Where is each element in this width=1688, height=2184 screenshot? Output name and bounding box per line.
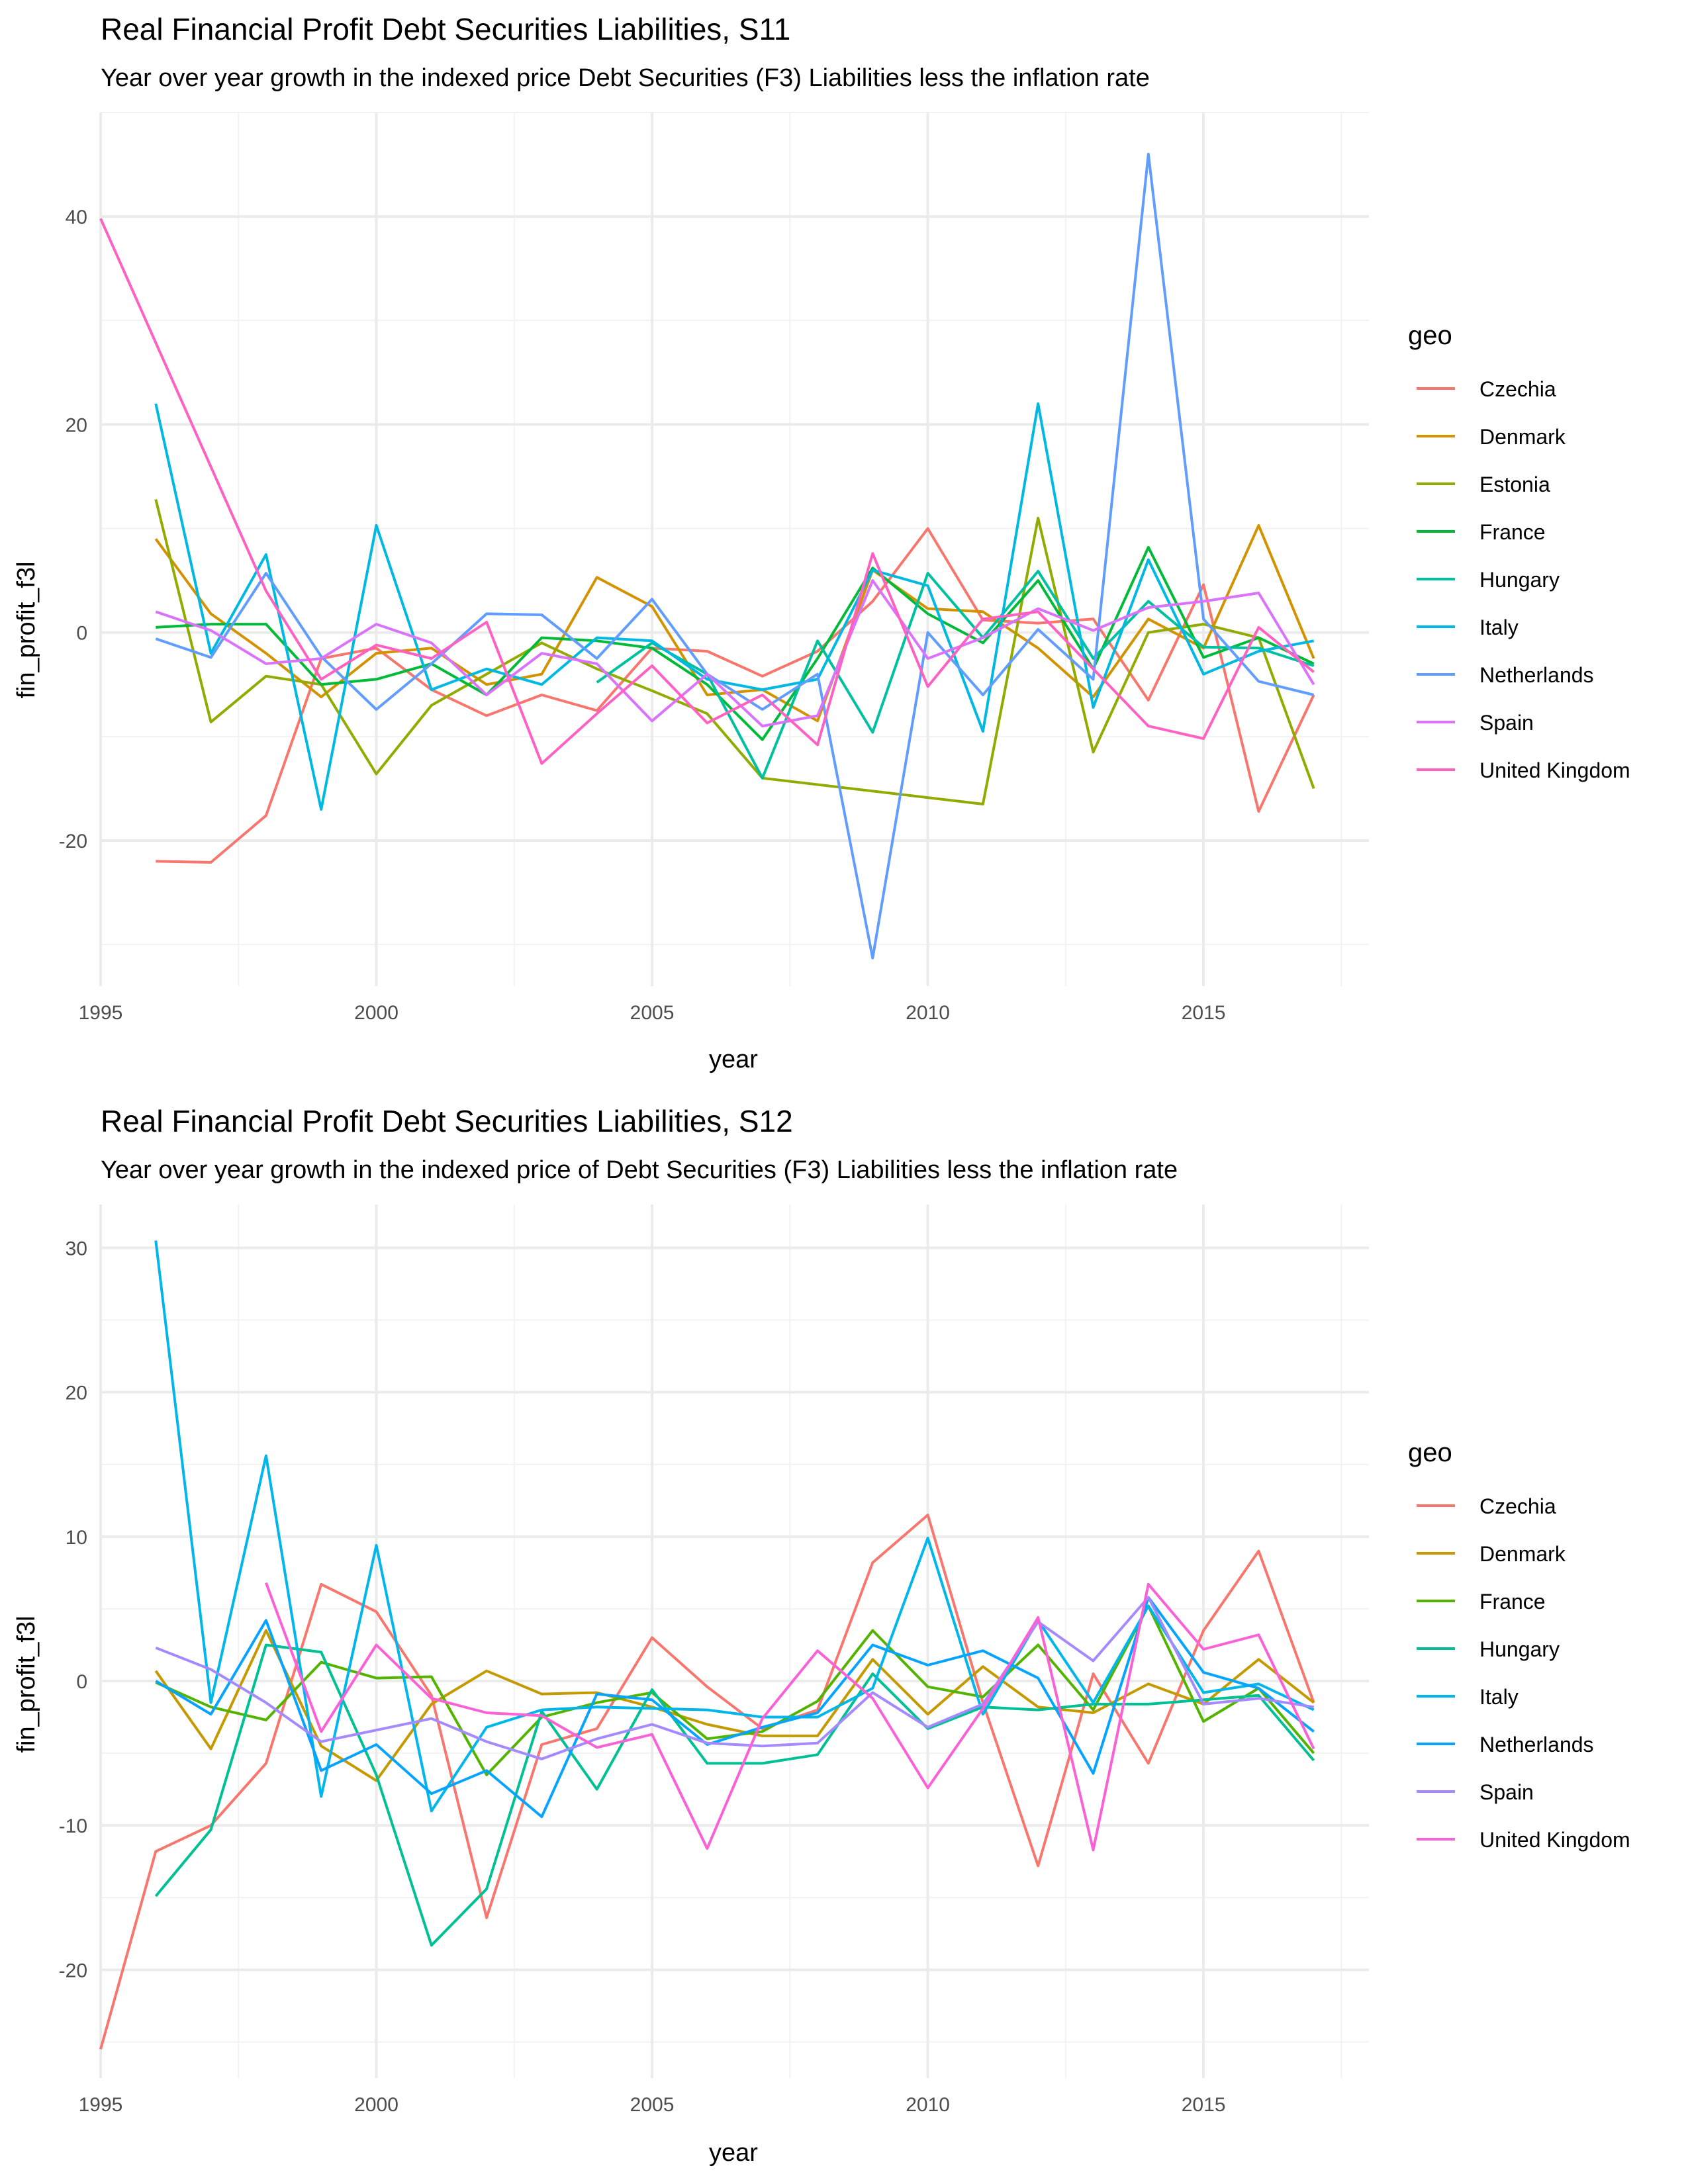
y-tick-label: 20 — [66, 1383, 87, 1404]
legend-label-spain: Spain — [1479, 711, 1534, 735]
series-line-hungary — [154, 1643, 1315, 1947]
y-tick-label: 0 — [76, 623, 87, 645]
legend-label-united-kingdom: United Kingdom — [1479, 1828, 1630, 1852]
x-tick-label: 2005 — [630, 2094, 675, 2116]
legend-label-estonia: Estonia — [1479, 473, 1550, 496]
y-tick-label: 40 — [66, 206, 87, 228]
y-tick-label: -20 — [59, 831, 87, 852]
y-tick-label: -10 — [59, 1815, 87, 1837]
legend-title: geo — [1408, 321, 1452, 350]
x-tick-label: 2000 — [354, 1002, 399, 1024]
legend-label-hungary: Hungary — [1479, 1637, 1560, 1661]
legend-label-netherlands: Netherlands — [1479, 1733, 1594, 1756]
y-tick-label: 10 — [66, 1527, 87, 1549]
x-axis-title: year — [709, 1046, 758, 1073]
legend-label-spain: Spain — [1479, 1780, 1534, 1804]
series-line-netherlands — [155, 152, 1315, 960]
chart-title: Real Financial Profit Debt Securities Li… — [101, 12, 790, 46]
axis-ticks: 1995 2000 2005 2010 2015 -20 0 20 40 — [59, 206, 1226, 1024]
legend-label-denmark: Denmark — [1479, 1542, 1566, 1566]
legend-label-united-kingdom: United Kingdom — [1479, 758, 1630, 782]
x-tick-label: 2010 — [906, 1002, 950, 1024]
series-line-denmark — [154, 1629, 1315, 1782]
x-tick-label: 2015 — [1182, 2094, 1226, 2116]
x-tick-label: 2000 — [354, 2094, 399, 2116]
x-tick-label: 1995 — [79, 1002, 123, 1024]
legend-label-czechia: Czechia — [1479, 1494, 1556, 1518]
legend: Czechia Denmark France Hungary Italy Netherla… — [1417, 1494, 1630, 1852]
series-line-spain — [155, 579, 1315, 728]
y-tick-label: 0 — [76, 1671, 87, 1693]
axis-ticks: 1995 2000 2005 2010 2015 -20 -10 0 10 20 30 — [59, 1238, 1226, 2116]
legend-label-italy: Italy — [1479, 615, 1519, 639]
x-tick-label: 2010 — [906, 2094, 950, 2116]
series-lines — [99, 152, 1315, 960]
y-tick-label: 20 — [66, 414, 87, 436]
series-line-spain — [155, 1596, 1315, 1760]
series-line-united-kingdom — [265, 1582, 1315, 1852]
y-axis-title: fin_profit_f3l — [13, 1615, 40, 1752]
chart-subtitle: Year over year growth in the indexed pri… — [101, 64, 1150, 92]
legend-label-france: France — [1479, 1590, 1546, 1614]
x-tick-label: 2005 — [630, 1002, 675, 1024]
legend-label-france: France — [1479, 520, 1546, 544]
legend-label-hungary: Hungary — [1479, 568, 1560, 592]
legend: Czechia Denmark Estonia France Hungary Italy N… — [1417, 377, 1630, 782]
x-tick-label: 2015 — [1182, 1002, 1226, 1024]
legend-label-czechia: Czechia — [1479, 377, 1556, 401]
legend-label-denmark: Denmark — [1479, 425, 1566, 449]
chart-subtitle: Year over year growth in the indexed pri… — [101, 1156, 1178, 1184]
series-line-united-kingdom — [99, 218, 1315, 765]
x-axis-title: year — [709, 2139, 758, 2167]
legend-label-italy: Italy — [1479, 1685, 1519, 1709]
chart-panel-s12: Real Financial Profit Debt Securities Li… — [13, 1104, 1630, 2167]
y-tick-label: -20 — [59, 1960, 87, 1981]
legend-label-netherlands: Netherlands — [1479, 663, 1594, 687]
chart-panel-s11: Real Financial Profit Debt Securities Li… — [13, 12, 1630, 1073]
x-tick-label: 1995 — [79, 2094, 123, 2116]
series-lines — [99, 1240, 1315, 2050]
series-line-italy — [154, 402, 1315, 811]
series-line-hungary — [596, 570, 1315, 780]
series-line-netherlands — [155, 1596, 1315, 1819]
legend-title: geo — [1408, 1438, 1452, 1467]
y-axis-title: fin_profit_f3l — [13, 561, 40, 698]
series-line-italy — [154, 1240, 1315, 1813]
y-tick-label: 30 — [66, 1238, 87, 1259]
chart-title: Real Financial Profit Debt Securities Li… — [101, 1104, 793, 1138]
